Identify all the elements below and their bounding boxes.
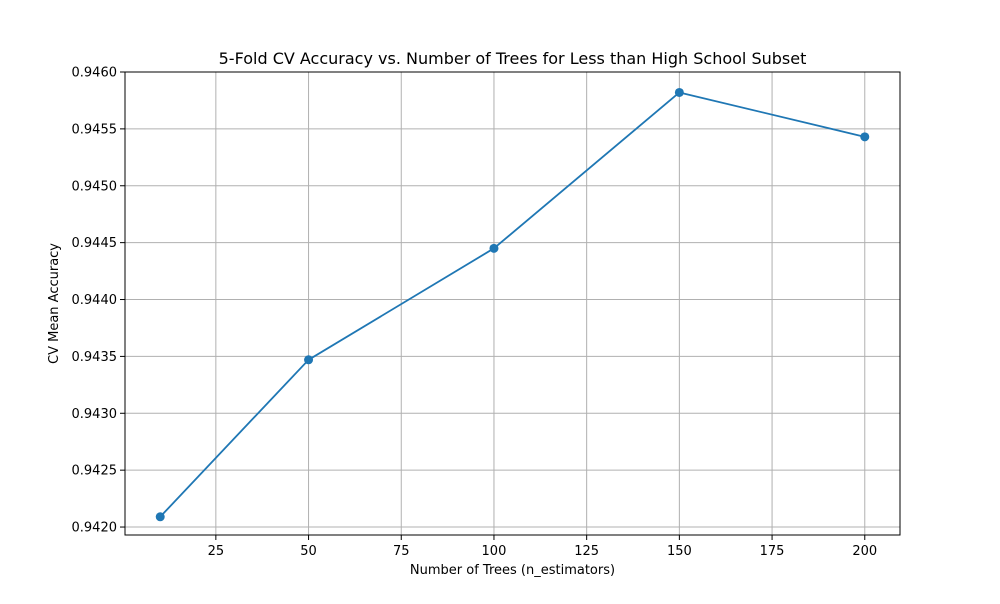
- y-tick-label: 0.9460: [72, 66, 118, 81]
- x-axis-label: Number of Trees (n_estimators): [410, 563, 615, 578]
- y-tick-label: 0.9425: [72, 464, 118, 479]
- data-point: [674, 87, 684, 97]
- x-tick-label: 175: [760, 544, 785, 559]
- x-tick-label: 25: [208, 544, 225, 559]
- data-point: [304, 355, 314, 365]
- grid-lines: [125, 71, 900, 535]
- x-tick-label: 50: [300, 544, 317, 559]
- series-line: [159, 91, 866, 518]
- chart-title: 5-Fold CV Accuracy vs. Number of Trees f…: [219, 49, 807, 68]
- series-layer: [155, 87, 870, 522]
- y-tick-label: 0.9450: [72, 179, 118, 194]
- data-point: [155, 512, 165, 522]
- plot-frame: [124, 71, 901, 536]
- x-tick-label: 75: [393, 544, 410, 559]
- y-tick-label: 0.9435: [72, 350, 118, 365]
- x-tick-label: 200: [852, 544, 877, 559]
- y-tick-label: 0.9420: [72, 521, 118, 536]
- x-tick-label: 100: [482, 544, 507, 559]
- x-tick-label: 150: [667, 544, 692, 559]
- data-point: [860, 132, 870, 142]
- x-axis-ticks: 25 50 75 100 125 150 175 200: [208, 535, 877, 559]
- y-axis-ticks: 0.9420 0.9425 0.9430 0.9435 0.9440 0.9445 0.94…: [72, 66, 125, 536]
- y-axis-label: CV Mean Accuracy: [47, 243, 62, 364]
- x-tick-label: 125: [574, 544, 599, 559]
- y-tick-label: 0.9440: [72, 293, 118, 308]
- y-tick-label: 0.9455: [72, 122, 118, 137]
- data-point: [489, 243, 499, 253]
- y-tick-label: 0.9430: [72, 407, 118, 422]
- y-tick-label: 0.9445: [72, 236, 118, 251]
